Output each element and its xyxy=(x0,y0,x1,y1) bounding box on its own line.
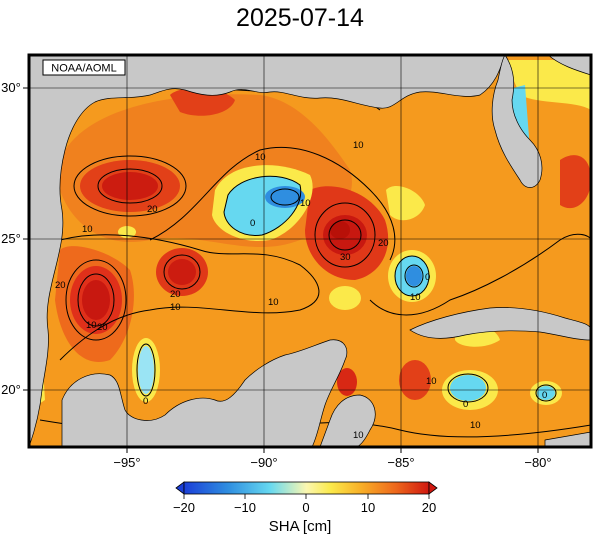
contour-label: 20 xyxy=(97,322,108,333)
lat-tick-label: 20° xyxy=(1,382,21,397)
land xyxy=(29,55,591,447)
cold-eddy-caribbean xyxy=(450,375,486,401)
lat-tick-label: 30° xyxy=(1,80,21,95)
contour-label: 10 xyxy=(268,297,279,308)
axis-ticks xyxy=(23,87,539,453)
colorbar-tick-label: 10 xyxy=(361,500,375,515)
contour-label: 10 xyxy=(426,376,437,387)
contour-label: 10 xyxy=(82,224,93,235)
map-frame xyxy=(27,53,593,449)
contour-label: 0 xyxy=(463,399,468,410)
colorbar-tick-label: 0 xyxy=(302,500,309,515)
lon-tick-label: −80° xyxy=(524,455,551,470)
contour-label: 10 xyxy=(86,320,97,331)
contour-label: 10 xyxy=(170,302,181,313)
contour-label: 30 xyxy=(340,252,351,263)
credit-box xyxy=(42,59,126,76)
contour-label: 0 xyxy=(250,218,255,229)
contour-label: 10 xyxy=(353,430,364,441)
colorbar-tick-label: −10 xyxy=(234,500,256,515)
contour-label: 10 xyxy=(255,152,266,163)
credit-label: NOAA/AOML xyxy=(51,63,116,75)
contour-label: 10 xyxy=(470,420,481,431)
colorbar-tick-label: −20 xyxy=(173,500,195,515)
contour-label: 10 xyxy=(300,198,311,209)
mexico-land xyxy=(61,339,348,447)
contour-labels: 20 10 10 20 10 0 10 30 20 10 10 20 20 10… xyxy=(55,140,547,441)
cold-eddy-campeche xyxy=(138,346,154,394)
lon-tick-label: −90° xyxy=(250,455,277,470)
lon-tick-label: −85° xyxy=(387,455,414,470)
colorbar-title: SHA [cm] xyxy=(268,518,332,535)
colorbar-tick-label: 20 xyxy=(422,500,436,515)
contour-label: 20 xyxy=(170,289,181,300)
lat-tick-label: 25° xyxy=(1,231,21,246)
lon-tick-label: −95° xyxy=(113,455,140,470)
map-title: 2025-07-14 xyxy=(236,4,364,32)
contour-label: 20 xyxy=(55,280,66,291)
colorbar: −20 −10 0 10 20 xyxy=(173,481,438,515)
graticule xyxy=(29,55,591,447)
contour-label: 0 xyxy=(143,396,148,407)
map-field: 20 10 10 20 10 0 10 30 20 10 10 20 20 10… xyxy=(29,55,591,447)
contour-label: 0 xyxy=(542,390,547,401)
contour-label: 10 xyxy=(410,292,421,303)
contour-label: 0 xyxy=(425,272,430,283)
contour-label: 20 xyxy=(147,204,158,215)
contour-label: 10 xyxy=(353,140,364,151)
contour-label: 20 xyxy=(378,238,389,249)
